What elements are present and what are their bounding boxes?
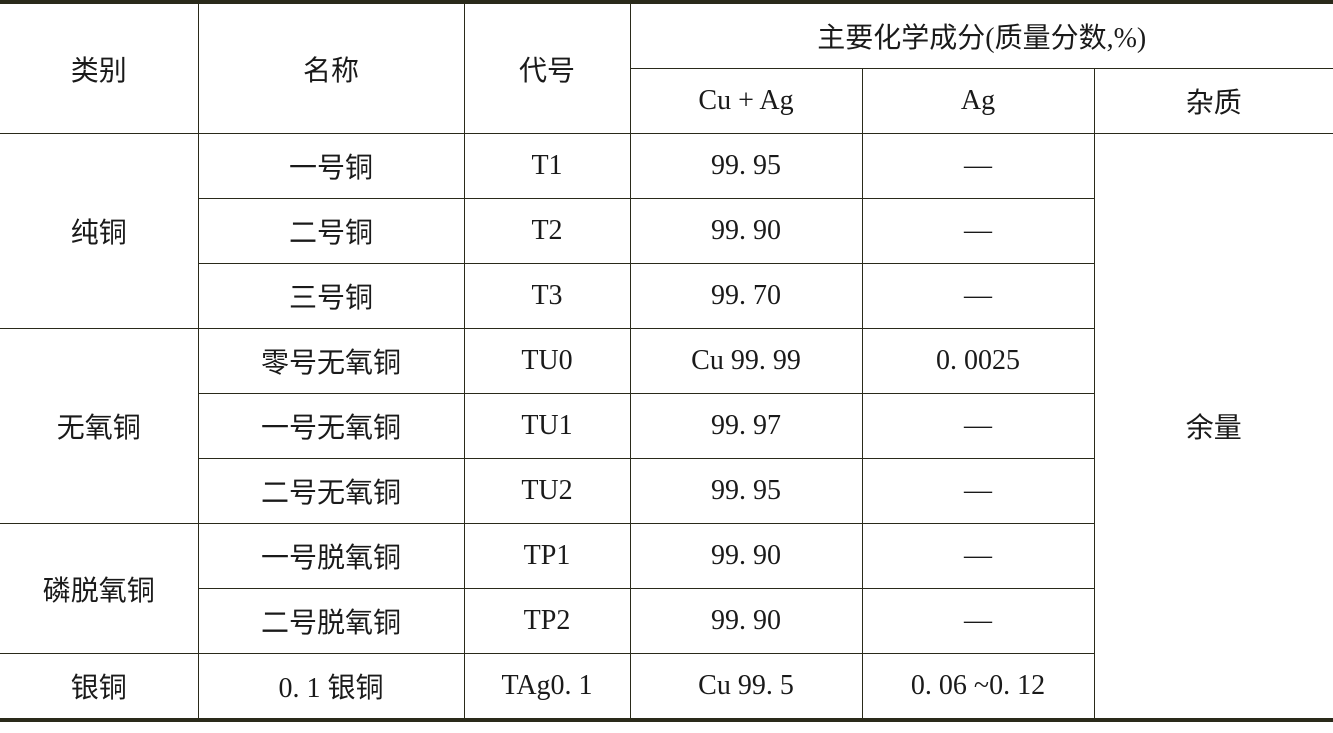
code-cell: TAg0. 1 [463, 653, 631, 722]
cu-ag-cell: 99. 90 [629, 198, 863, 264]
cu-ag-cell: Cu 99. 5 [629, 653, 863, 722]
name-cell: 一号脱氧铜 [197, 523, 465, 589]
header-composition: 主要化学成分(质量分数,%) [629, 0, 1333, 69]
name-cell: 0. 1 银铜 [197, 653, 465, 722]
table-row: 二号无氧铜 TU2 99. 95— [0, 458, 1333, 524]
table-row: 二号脱氧铜 TP2 99. 90— [0, 588, 1333, 654]
name-cell: 二号铜 [198, 198, 465, 264]
table-row: 磷脱氧铜 一号脱氧铜 TP1 99. 90— [0, 523, 1333, 654]
header-row: 类别 名称 代号 主要化学成分(质量分数,%) [0, 0, 1333, 134]
name-cell: 三号铜 [198, 263, 465, 329]
category-cell: 磷脱氧铜 [0, 523, 199, 654]
ag-cell: — [861, 133, 1095, 199]
ag-cell: 0. 06 ~0. 12 [861, 653, 1094, 722]
category-cell: 纯铜 [0, 133, 199, 329]
cu-ag-cell: 99. 95 [629, 133, 863, 199]
cu-ag-cell: 99. 70 [629, 263, 863, 329]
header-code: 代号 [463, 0, 631, 134]
table-row: 银铜 0. 1 银铜 TAg0. 1 Cu 99. 5 0. 06 ~0. 12 [0, 653, 1333, 722]
subheader-row: Cu + Ag Ag 杂质 [0, 68, 1333, 134]
header-category: 类别 [0, 0, 199, 134]
table-row: 无氧铜 零号无氧铜 TU0 Cu 99. 99 0. 0025 [0, 328, 1333, 524]
table-row: 二号铜 T2 99. 90— [0, 198, 1333, 264]
code-cell: TP1 [463, 523, 631, 589]
cu-ag-cell: 99. 97 [629, 393, 863, 459]
ag-cell: 0. 0025 [861, 328, 1094, 394]
category-cell: 银铜 [0, 653, 199, 722]
table-row: 三号铜 T3 99. 70— [0, 263, 1333, 329]
ag-cell: — [861, 263, 1094, 329]
cu-ag-cell: 99. 90 [629, 523, 863, 589]
ag-cell: — [861, 458, 1094, 524]
header-ag: Ag [861, 68, 1095, 134]
name-cell: 一号铜 [197, 133, 465, 199]
header-impurity: 杂质 [1093, 68, 1333, 134]
cu-ag-cell: 99. 95 [629, 458, 863, 524]
name-cell: 零号无氧铜 [197, 328, 465, 394]
impurity-cell: 余量 [1093, 133, 1333, 722]
header-cu-ag: Cu + Ag [630, 68, 863, 134]
ag-cell: — [861, 198, 1094, 264]
ag-cell: — [861, 393, 1094, 459]
code-cell: TU1 [463, 393, 631, 459]
ag-cell: — [861, 588, 1094, 654]
name-cell: 一号无氧铜 [198, 393, 465, 459]
table-row: 纯铜 一号铜 T1 99. 95— 余量 [0, 133, 1333, 722]
header-name: 名称 [197, 0, 465, 134]
category-cell: 无氧铜 [0, 328, 199, 524]
code-cell: TU0 [463, 328, 631, 394]
cu-ag-cell: 99. 90 [629, 588, 863, 654]
code-cell: T1 [463, 133, 631, 199]
name-cell: 二号无氧铜 [198, 458, 465, 524]
code-cell: TP2 [463, 588, 631, 654]
code-cell: T2 [463, 198, 631, 264]
cu-ag-cell: Cu 99. 99 [629, 328, 863, 394]
ag-cell: — [861, 523, 1094, 589]
code-cell: TU2 [463, 458, 631, 524]
name-cell: 二号脱氧铜 [198, 588, 465, 654]
code-cell: T3 [463, 263, 631, 329]
table-row: 一号无氧铜 TU1 99. 97— [0, 393, 1333, 459]
